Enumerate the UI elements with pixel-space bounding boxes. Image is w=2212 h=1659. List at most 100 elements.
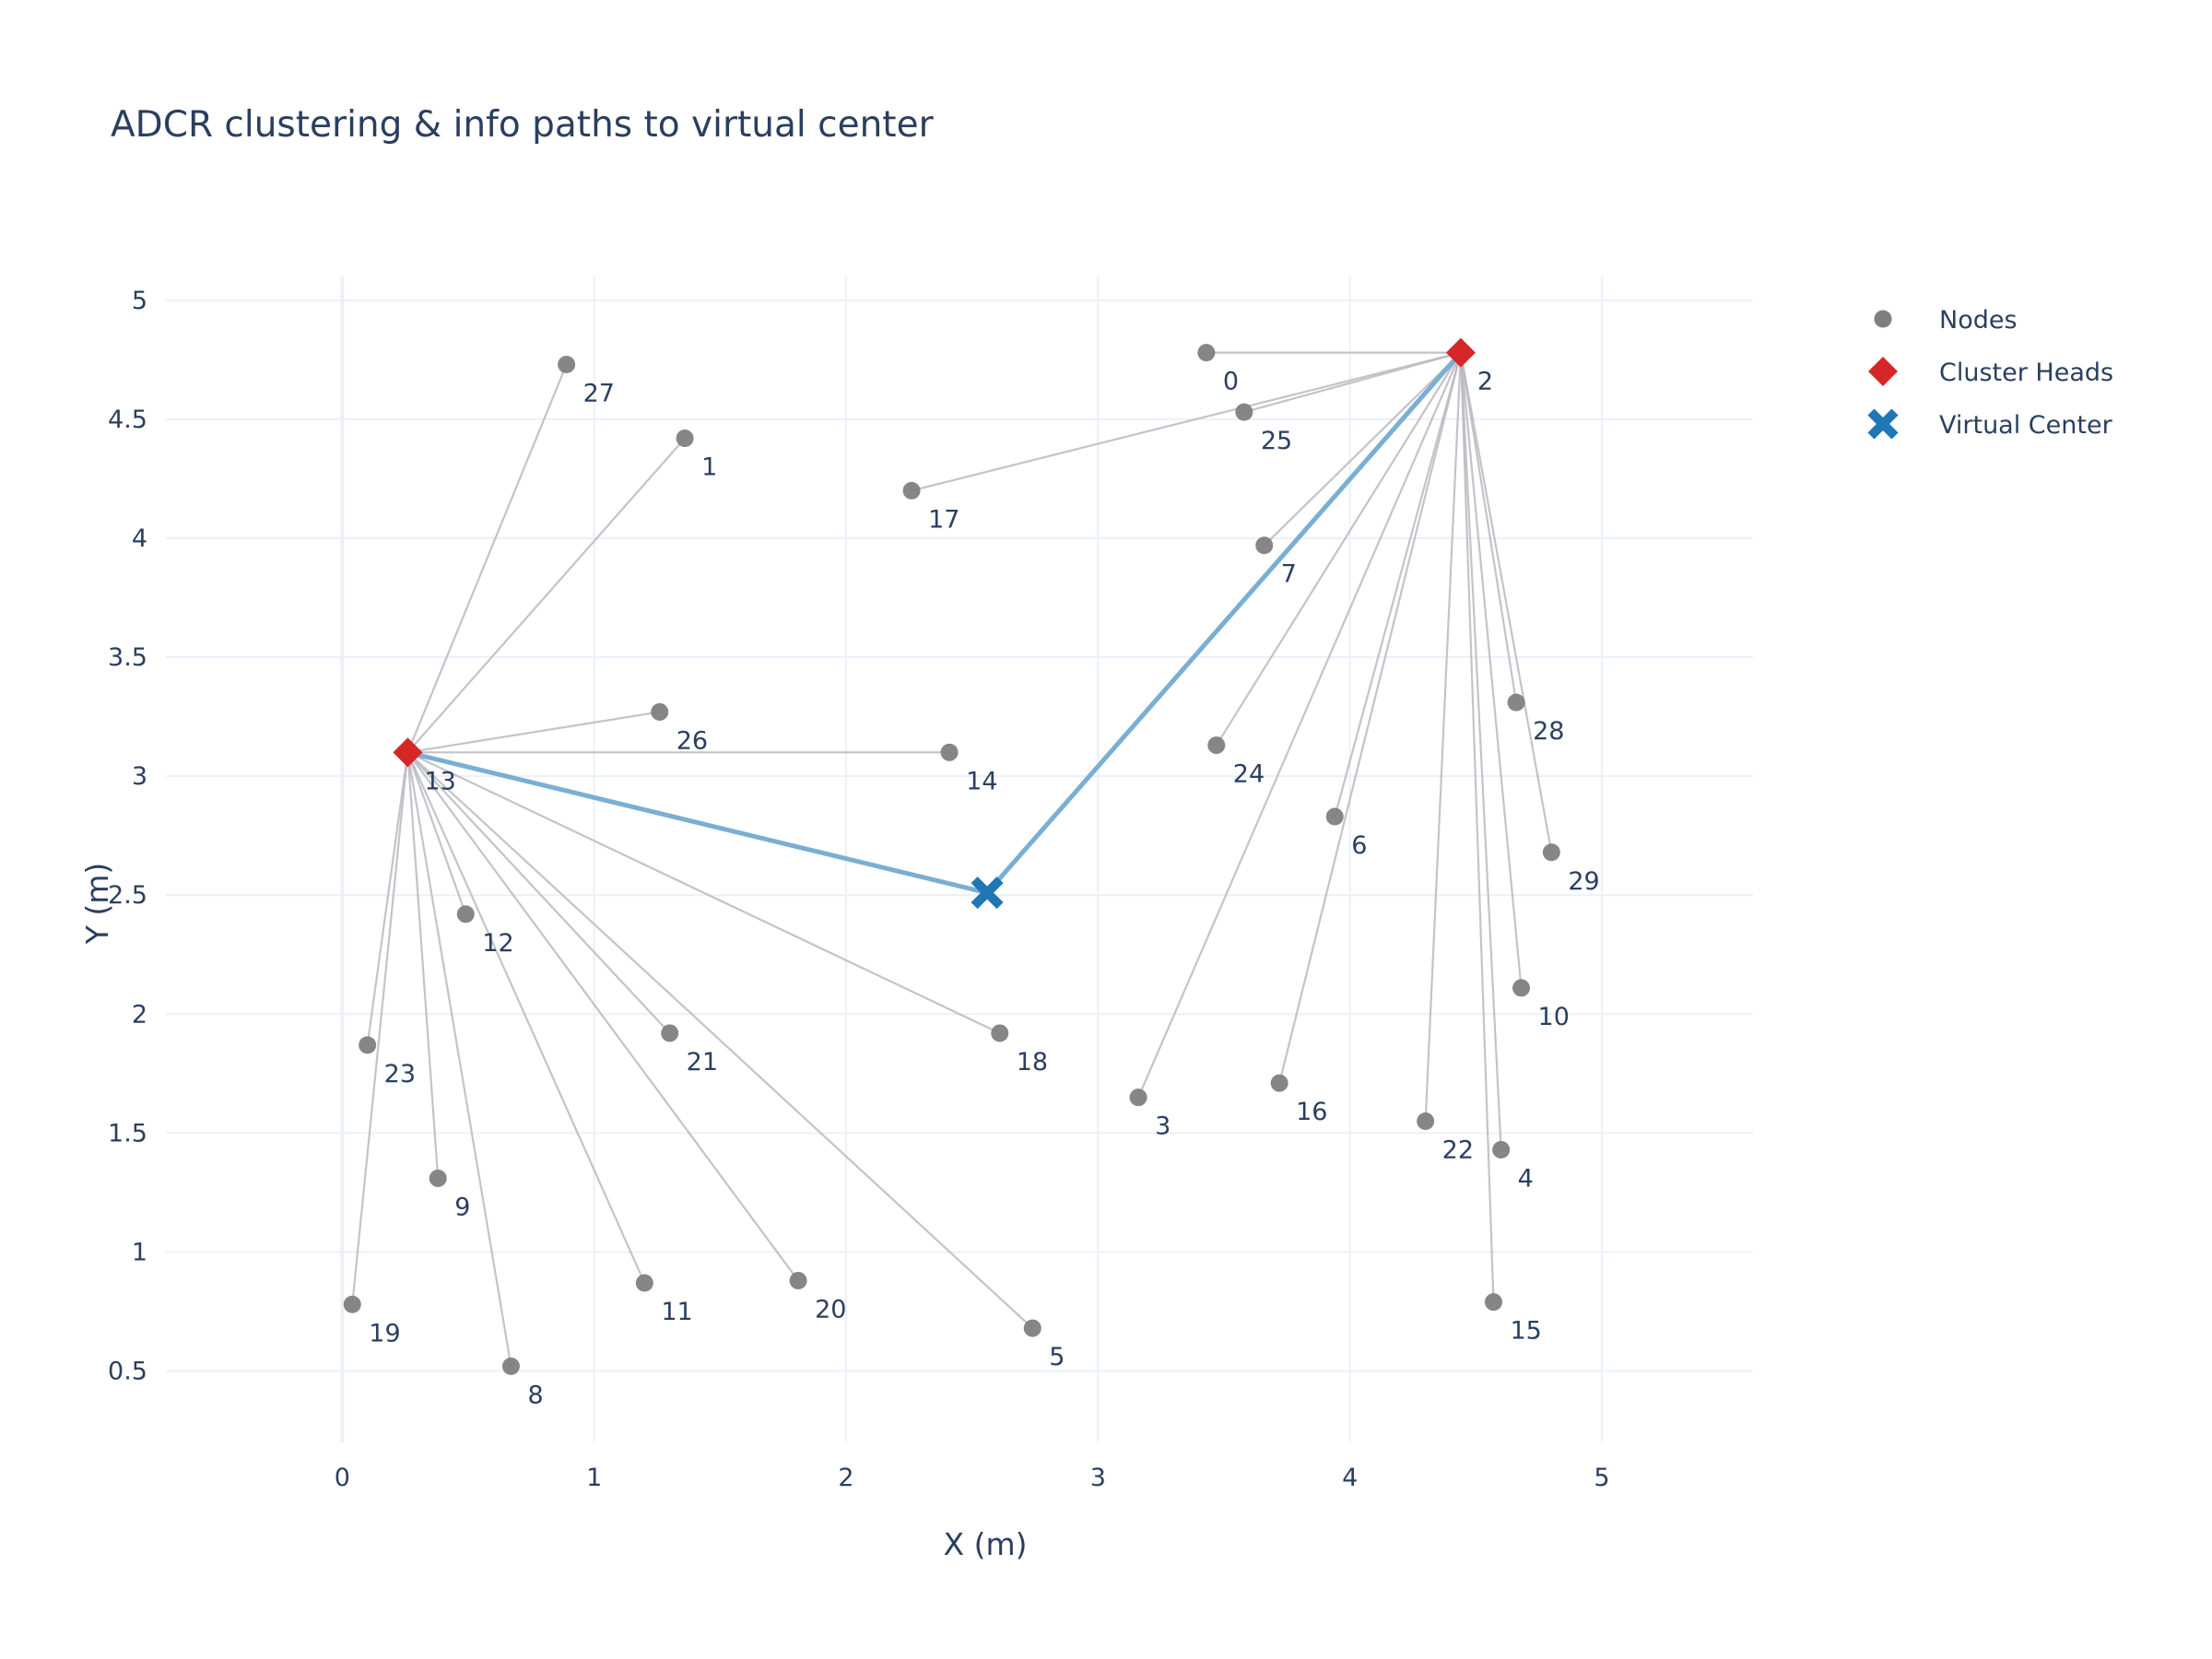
legend-label: Nodes — [1939, 306, 2018, 335]
y-tick-label: 1 — [132, 1238, 147, 1266]
node-point — [1235, 403, 1253, 421]
legend-item[interactable]: Cluster Heads — [1868, 357, 2113, 387]
cluster-link — [366, 752, 409, 1046]
legend-x-icon — [1867, 408, 1899, 440]
node-point — [1023, 1319, 1041, 1337]
y-tick-label: 0.5 — [108, 1358, 147, 1386]
node-point — [1207, 736, 1226, 755]
cluster-link — [1243, 351, 1462, 414]
node-label: 20 — [815, 1295, 846, 1324]
node-label: 24 — [1233, 760, 1265, 789]
cluster-link — [406, 751, 799, 1282]
node-label: 9 — [454, 1193, 470, 1221]
node-label: 17 — [928, 505, 959, 534]
cluster-link — [351, 752, 409, 1305]
cluster-link — [406, 751, 671, 1034]
y-tick-label: 1.5 — [108, 1119, 147, 1147]
cluster-link — [406, 751, 1034, 1329]
node-point — [1507, 693, 1525, 712]
legend-item[interactable]: Virtual Center — [1867, 408, 2113, 440]
legend-diamond-icon — [1868, 357, 1898, 386]
x-tick-label: 2 — [838, 1464, 853, 1492]
y-tick-label: 4 — [132, 524, 147, 553]
cluster-head-marker — [393, 737, 423, 768]
node-point — [1129, 1088, 1147, 1107]
info-path-to-center — [985, 350, 1463, 895]
legend-item[interactable]: Nodes — [1874, 306, 2018, 335]
cluster-links — [351, 351, 1553, 1367]
node-point — [501, 1357, 520, 1375]
x-axis-title: X (m) — [944, 1526, 1028, 1562]
x-tick-label: 3 — [1090, 1464, 1106, 1492]
node-point — [1512, 979, 1531, 997]
legend-label: Cluster Heads — [1939, 359, 2113, 387]
x-tick-label: 5 — [1594, 1464, 1609, 1492]
node-label: 10 — [1538, 1003, 1570, 1031]
chart-title: ADCR clustering & info paths to virtual … — [111, 104, 935, 146]
cluster-link — [1459, 352, 1518, 703]
cluster-link — [406, 437, 686, 754]
cluster-link — [1137, 352, 1462, 1099]
cluster-head-marker — [1445, 337, 1476, 368]
cluster-link — [406, 751, 1001, 1034]
cluster-link — [406, 752, 440, 1179]
node-label: 15 — [1510, 1317, 1541, 1346]
node-point — [1270, 1074, 1288, 1092]
y-tick-label: 5 — [132, 287, 147, 315]
node-label: 2 — [1477, 368, 1493, 396]
node-label: 1 — [701, 453, 717, 482]
node-label: 29 — [1568, 867, 1599, 896]
node-point — [456, 905, 475, 924]
y-axis-title: Y (m) — [79, 863, 115, 946]
cluster-link — [1278, 352, 1463, 1084]
x-tick-label: 0 — [335, 1464, 350, 1492]
node-label: 5 — [1049, 1343, 1065, 1371]
cluster-link — [1459, 352, 1495, 1302]
y-tick-label: 4.5 — [108, 406, 147, 434]
node-point — [661, 1024, 679, 1042]
node-label: 14 — [966, 767, 997, 795]
node-point — [1492, 1140, 1511, 1159]
virtual-center-marker — [971, 877, 1004, 910]
node-label: 13 — [424, 767, 455, 795]
cluster-link — [1459, 352, 1553, 853]
node-point — [558, 356, 576, 374]
node-point — [429, 1169, 447, 1187]
y-tick-label: 2 — [132, 1000, 147, 1029]
legend-label: Virtual Center — [1939, 411, 2113, 440]
cluster-link — [406, 751, 646, 1284]
legend[interactable]: Nodes Cluster Heads Virtual Center — [1867, 306, 2113, 440]
node-label: 18 — [1017, 1048, 1048, 1077]
cluster-head-markers — [393, 337, 1476, 768]
cluster-link — [1424, 352, 1463, 1122]
x-tick-label: 4 — [1342, 1464, 1358, 1492]
node-label: 16 — [1296, 1098, 1327, 1126]
node-label: 25 — [1261, 427, 1292, 455]
node-label: 23 — [384, 1060, 416, 1088]
virtual-center-paths — [406, 350, 1463, 896]
cluster-link — [1215, 352, 1462, 747]
cluster-link — [911, 351, 1462, 492]
node-point — [1197, 344, 1216, 362]
node-point — [902, 481, 921, 500]
cluster-link — [406, 364, 568, 753]
cluster-link — [406, 752, 512, 1367]
cluster-link — [1263, 351, 1462, 547]
node-label: 27 — [583, 380, 615, 408]
virtual-center-x-stroke — [971, 877, 1004, 910]
y-tick-label: 3.5 — [108, 643, 147, 672]
node-label: 22 — [1442, 1135, 1474, 1164]
node-label: 8 — [527, 1381, 543, 1409]
node-label: 6 — [1351, 831, 1367, 860]
y-tick-label: 3 — [132, 762, 147, 791]
node-point — [1417, 1112, 1435, 1130]
node-point — [676, 429, 694, 448]
node-label: 3 — [1155, 1112, 1171, 1141]
node-label: 26 — [677, 726, 708, 755]
node-point — [1325, 807, 1344, 826]
node-label: 7 — [1281, 560, 1297, 589]
cluster-link — [407, 711, 660, 754]
